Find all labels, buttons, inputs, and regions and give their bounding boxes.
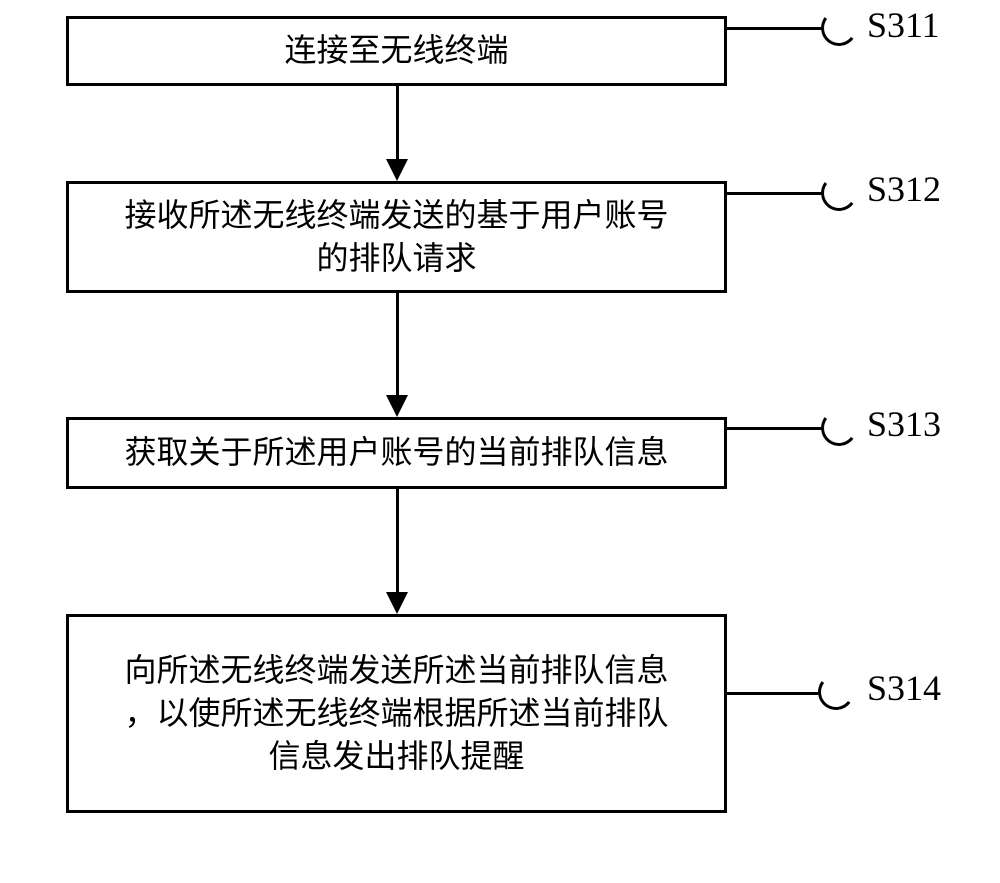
step-label-3: S313 xyxy=(867,403,941,445)
flow-node-3-text: 获取关于所述用户账号的当前排队信息 xyxy=(124,431,668,474)
flow-node-1-text: 连接至无线终端 xyxy=(284,29,508,72)
leader-curve xyxy=(819,173,860,214)
leader-curve xyxy=(819,408,860,449)
flow-node-4-text: 向所述无线终端发送所述当前排队信息，以使所述无线终端根据所述当前排队信息发出排队… xyxy=(124,649,668,779)
flow-node-1: 连接至无线终端 xyxy=(66,16,727,86)
flowchart-canvas: 连接至无线终端 接收所述无线终端发送的基于用户账号的排队请求 获取关于所述用户账… xyxy=(0,0,1000,883)
leader-curve xyxy=(819,8,860,49)
step-label-1: S311 xyxy=(867,4,940,46)
arrow-head-icon xyxy=(386,592,408,614)
arrow-line xyxy=(396,489,399,594)
arrow-head-icon xyxy=(386,159,408,181)
arrow-line xyxy=(396,293,399,397)
flow-node-2: 接收所述无线终端发送的基于用户账号的排队请求 xyxy=(66,181,727,293)
leader-line xyxy=(727,192,823,195)
step-label-2: S312 xyxy=(867,168,941,210)
leader-line xyxy=(727,427,823,430)
arrow-line xyxy=(396,86,399,161)
leader-curve xyxy=(816,672,857,713)
leader-line xyxy=(727,27,823,30)
arrow-head-icon xyxy=(386,395,408,417)
leader-line xyxy=(727,692,820,695)
flow-node-4: 向所述无线终端发送所述当前排队信息，以使所述无线终端根据所述当前排队信息发出排队… xyxy=(66,614,727,813)
flow-node-2-text: 接收所述无线终端发送的基于用户账号的排队请求 xyxy=(124,194,668,280)
step-label-4: S314 xyxy=(867,667,941,709)
flow-node-3: 获取关于所述用户账号的当前排队信息 xyxy=(66,417,727,489)
